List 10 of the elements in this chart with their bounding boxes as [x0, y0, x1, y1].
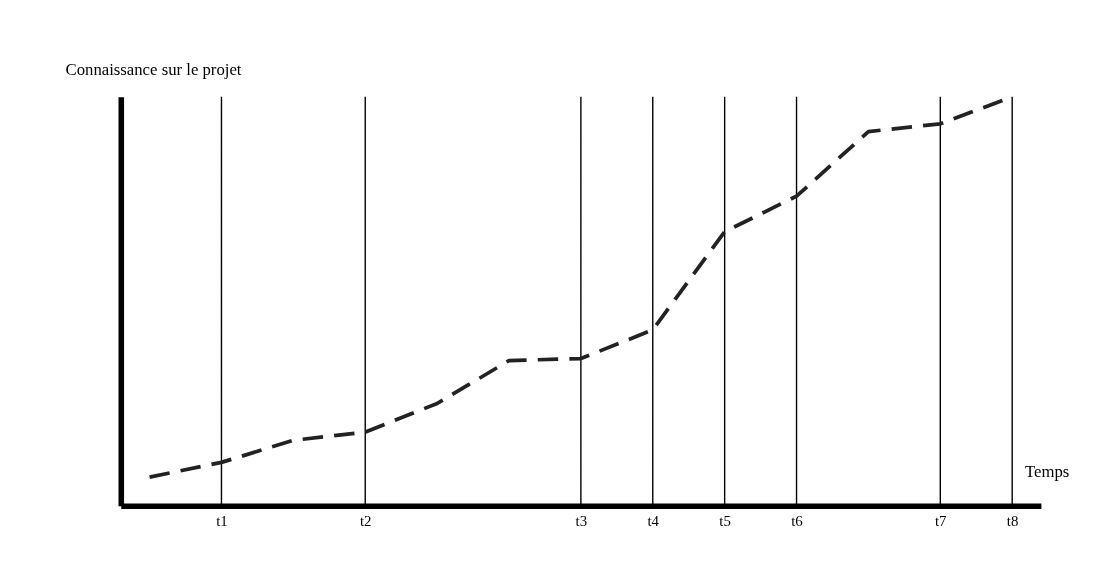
x-tick-label: t7: [934, 512, 947, 529]
x-axis-title: Temps: [1024, 462, 1070, 482]
x-tick-label: t3: [575, 512, 588, 529]
x-tick-label: t4: [647, 512, 660, 529]
x-tick-label: t1: [216, 512, 228, 529]
y-axis-title: Connaissance sur le projet: [65, 59, 242, 79]
x-tick-label: t2: [359, 512, 372, 529]
x-tick-label: t8: [1006, 512, 1019, 529]
x-tick-label: t5: [719, 512, 731, 529]
x-tick-label: t6: [791, 512, 803, 529]
